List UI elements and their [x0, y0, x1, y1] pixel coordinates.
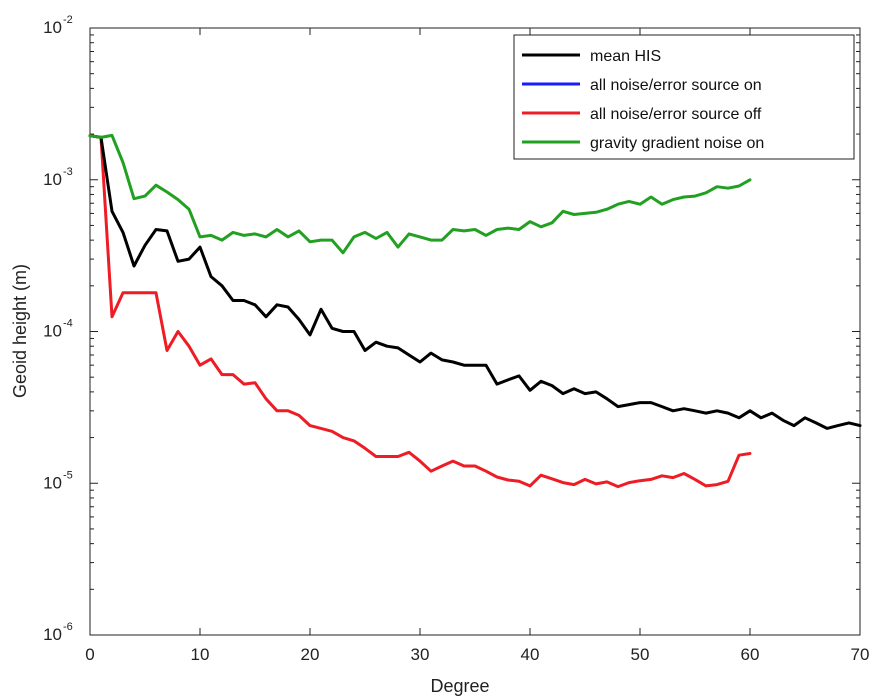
- y-tick-label: 10: [43, 18, 62, 37]
- x-tick-label: 70: [851, 645, 870, 664]
- legend-label: all noise/error source off: [590, 106, 762, 123]
- y-tick-base: 10: [43, 473, 62, 492]
- x-tick-label: 40: [521, 645, 540, 664]
- y-axis-ticks: 10-610-510-410-310-2: [43, 14, 860, 644]
- series-line-2: [88, 134, 752, 489]
- y-tick-exponent: -5: [63, 469, 73, 481]
- x-axis-ticks: 0 10 20 30 40 50 60 70: [85, 28, 869, 664]
- y-tick-base: 10: [43, 18, 62, 37]
- y-axis-label: Geoid height (m): [10, 264, 30, 398]
- y-tick-exponent: -3: [63, 166, 73, 178]
- y-tick-base: 10: [43, 170, 62, 189]
- legend: mean HIS all noise/error source on all noi…: [513, 34, 855, 160]
- legend-items: mean HIS all noise/error source on all noi…: [522, 48, 764, 152]
- x-axis-label: Degree: [430, 676, 489, 696]
- y-tick-label: 10: [43, 322, 62, 341]
- y-tick-label: 10: [43, 625, 62, 644]
- y-tick-exponent: -6: [63, 621, 73, 633]
- y-tick-label: 10: [43, 170, 62, 189]
- y-tick-exponent: -2: [63, 14, 73, 26]
- legend-label: gravity gradient noise on: [590, 135, 764, 152]
- x-tick-label: 50: [631, 645, 650, 664]
- x-tick-label: 20: [301, 645, 320, 664]
- legend-label: all noise/error source on: [590, 77, 762, 94]
- series-line-3: [88, 133, 752, 255]
- x-tick-label: 10: [191, 645, 210, 664]
- x-tick-label: 0: [85, 645, 94, 664]
- x-tick-label: 60: [741, 645, 760, 664]
- y-tick-exponent: -4: [63, 318, 73, 330]
- legend-label: mean HIS: [590, 48, 661, 65]
- x-tick-label: 30: [411, 645, 430, 664]
- y-tick-label: 10: [43, 473, 62, 492]
- y-tick-base: 10: [43, 322, 62, 341]
- series-layer: [88, 133, 862, 489]
- y-tick-base: 10: [43, 625, 62, 644]
- series-line-0: [88, 134, 862, 430]
